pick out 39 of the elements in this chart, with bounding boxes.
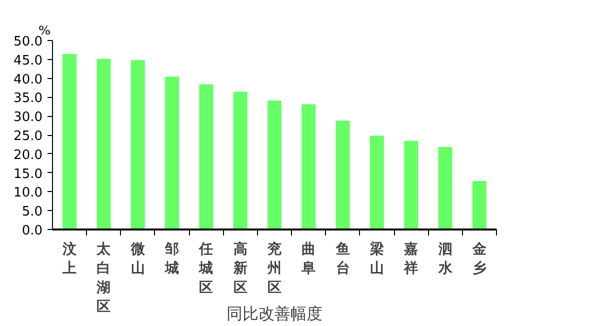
x-axis-title: 同比改善幅度 (226, 304, 322, 324)
x-tick-label: 泗水 (437, 242, 454, 277)
bar (472, 180, 486, 230)
bar (336, 120, 350, 230)
y-tick-label: 50.0 (14, 34, 43, 50)
y-tick-label: 35.0 (14, 91, 43, 106)
bar (438, 146, 452, 230)
x-tick-label: 金乡 (471, 242, 488, 277)
bar (199, 84, 214, 230)
y-tick-label: 5.0 (22, 204, 43, 220)
x-tick-label: 邹城 (164, 242, 180, 277)
bar (62, 54, 77, 230)
y-tick-label: 20.0 (14, 148, 43, 163)
x-tick-label: 任城区 (198, 242, 214, 296)
x-tick-label: 梁山 (368, 240, 384, 277)
x-tick-label: 鱼台 (334, 242, 350, 277)
x-tick-label: 微山 (130, 242, 146, 277)
bar (302, 104, 316, 230)
y-axis-title: % (38, 24, 51, 38)
y-tick-label: 40.0 (14, 72, 43, 88)
x-tick-label: 高新区 (232, 240, 248, 296)
y-tick-label: 15.0 (14, 166, 43, 182)
x-tick-label: 曲阜 (300, 242, 316, 277)
x-tick-label: 汶上 (62, 240, 78, 277)
bar (233, 92, 248, 230)
bar (404, 140, 418, 230)
bar (370, 136, 384, 230)
x-tick-label: 嘉祥 (403, 242, 418, 277)
bar (165, 76, 180, 230)
x-tick-label: 太白湖区 (96, 242, 112, 316)
y-tick-label: 25.0 (14, 129, 43, 144)
bar (268, 100, 282, 230)
y-tick-label: 45.0 (14, 53, 43, 68)
y-tick-label: 30.0 (14, 110, 43, 126)
x-tick-label: 兖州区 (266, 240, 282, 296)
bar (130, 60, 145, 230)
y-tick-label: 10.0 (14, 186, 43, 201)
y-tick-label: 0.0 (22, 224, 43, 238)
bar (96, 58, 111, 230)
